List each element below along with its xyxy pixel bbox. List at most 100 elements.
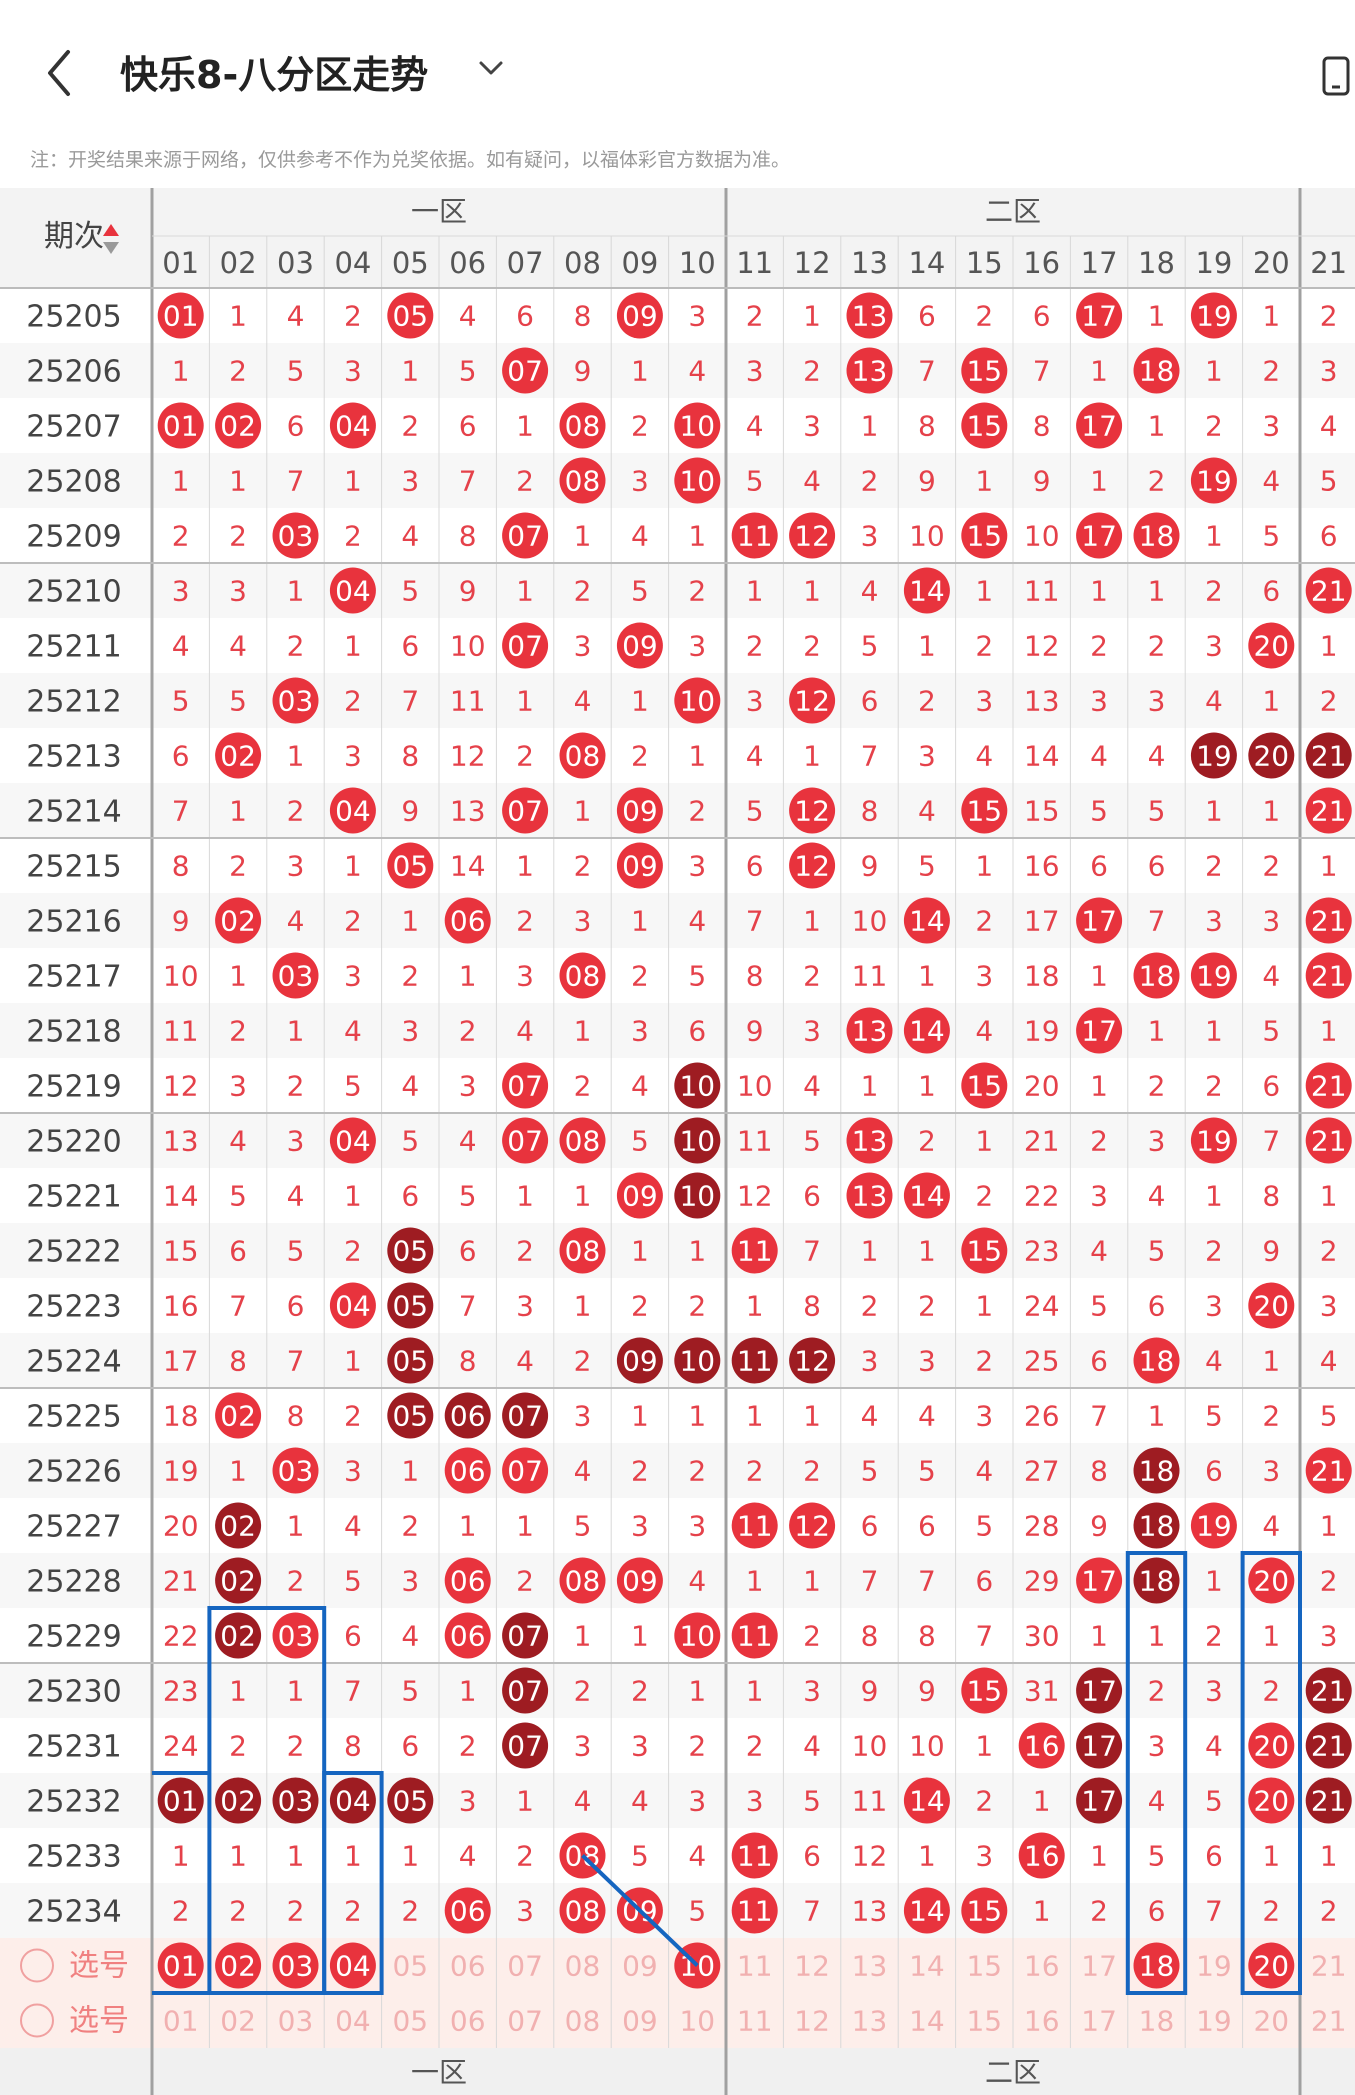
select-number-option[interactable]: 17 [1081,1950,1117,1983]
hit-number: 14 [909,1895,945,1928]
select-number-option[interactable]: 19 [1196,2005,1232,2038]
select-number-option[interactable]: 12 [794,2005,830,2038]
select-number-option[interactable]: 19 [1196,1950,1232,1983]
selected-number-ball[interactable] [272,1942,319,1989]
miss-count: 2 [1090,630,1108,663]
miss-count: 11 [852,960,888,993]
miss-count: 1 [1090,465,1108,498]
hit-ball [616,292,663,339]
row-bg [0,1443,1355,1498]
miss-count: 2 [1090,1895,1108,1928]
select-radio-icon[interactable] [20,2003,54,2038]
hit-number: 12 [794,795,830,828]
select-number-option[interactable]: 07 [507,2005,543,2038]
select-number-option[interactable]: 09 [622,2005,658,2038]
select-number-option[interactable]: 07 [507,1950,543,1983]
miss-count: 1 [229,1675,247,1708]
select-number-option[interactable]: 18 [1139,2005,1175,2038]
select-number-option[interactable]: 02 [220,2005,256,2038]
miss-count: 2 [287,1070,305,1103]
chevron-left-icon[interactable] [44,48,74,98]
select-number-option[interactable]: 03 [278,2005,314,2038]
miss-count: 1 [1148,1620,1166,1653]
select-number-option[interactable]: 21 [1311,2005,1347,2038]
miss-count: 3 [688,630,706,663]
miss-count: 7 [803,1895,821,1928]
hit-number: 09 [622,630,658,663]
hit-number: 02 [220,1510,256,1543]
select-number-option[interactable]: 04 [335,2005,371,2038]
hit-number: 09 [622,1180,658,1213]
select-number-option[interactable]: 10 [679,2005,715,2038]
select-number-option[interactable]: 11 [737,1950,773,1983]
hit-ball [789,787,836,834]
hit-number: 21 [1311,1070,1347,1103]
select-number-option[interactable]: 14 [909,2005,945,2038]
miss-count: 4 [344,1510,362,1543]
select-number-option[interactable]: 14 [909,1950,945,1983]
miss-count: 3 [746,1785,764,1818]
select-number-option[interactable]: 06 [450,1950,486,1983]
miss-count: 6 [401,1730,419,1763]
miss-count: 1 [803,1565,821,1598]
select-number-option[interactable]: 21 [1311,1950,1347,1983]
phone-icon[interactable] [1320,56,1355,96]
select-number-option[interactable]: 05 [392,2005,428,2038]
miss-count: 4 [631,1785,649,1818]
miss-count: 5 [229,1180,247,1213]
select-number-option[interactable]: 16 [1024,2005,1060,2038]
select-number-option[interactable]: 13 [852,2005,888,2038]
select-number-option[interactable]: 20 [1253,2005,1289,2038]
select-number-option[interactable]: 17 [1081,2005,1117,2038]
select-number-option[interactable]: 12 [794,1950,830,1983]
miss-count: 2 [229,1015,247,1048]
hit-number: 13 [852,1180,888,1213]
miss-count: 2 [1205,850,1223,883]
selected-number-ball[interactable] [1133,1942,1180,1989]
miss-count: 1 [287,1015,305,1048]
miss-count: 1 [631,1400,649,1433]
selected-number: 04 [335,1950,371,1983]
hit-ball [1305,1117,1352,1164]
select-number-option[interactable]: 05 [392,1950,428,1983]
miss-count: 3 [574,905,592,938]
miss-count: 2 [975,630,993,663]
select-number-option[interactable]: 08 [565,2005,601,2038]
miss-count: 5 [1320,465,1338,498]
select-number-option[interactable]: 13 [852,1950,888,1983]
hit-ball [846,1007,893,1054]
miss-count: 1 [344,630,362,663]
select-number-option[interactable]: 09 [622,1950,658,1983]
miss-count: 1 [229,1840,247,1873]
miss-count: 3 [631,465,649,498]
select-number-option[interactable]: 01 [163,2005,199,2038]
miss-count: 1 [1262,685,1280,718]
miss-count: 15 [1024,795,1060,828]
miss-count: 1 [229,960,247,993]
miss-count: 1 [1033,1785,1051,1818]
selected-number-ball[interactable] [1248,1942,1295,1989]
hit-number: 10 [679,685,715,718]
miss-count: 3 [401,1565,419,1598]
chevron-down-icon[interactable] [478,58,504,78]
miss-count: 6 [688,1015,706,1048]
select-number-option[interactable]: 06 [450,2005,486,2038]
select-radio-icon[interactable] [20,1948,54,1983]
hit-number: 12 [794,850,830,883]
miss-count: 3 [401,1015,419,1048]
selected-number-ball[interactable] [329,1942,376,1989]
hit-number: 09 [622,795,658,828]
select-number-option[interactable]: 15 [966,2005,1002,2038]
select-number-option[interactable]: 11 [737,2005,773,2038]
miss-count: 10 [909,1730,945,1763]
miss-count: 1 [1320,1180,1338,1213]
selected-number-ball[interactable] [157,1942,204,1989]
sort-icon[interactable] [103,224,119,254]
miss-count: 6 [229,1235,247,1268]
selected-number-ball[interactable] [215,1942,262,1989]
hit-ball [903,897,950,944]
select-number-option[interactable]: 16 [1024,1950,1060,1983]
select-number-option[interactable]: 08 [565,1950,601,1983]
select-number-option[interactable]: 15 [966,1950,1002,1983]
row-bg [0,1003,1355,1058]
